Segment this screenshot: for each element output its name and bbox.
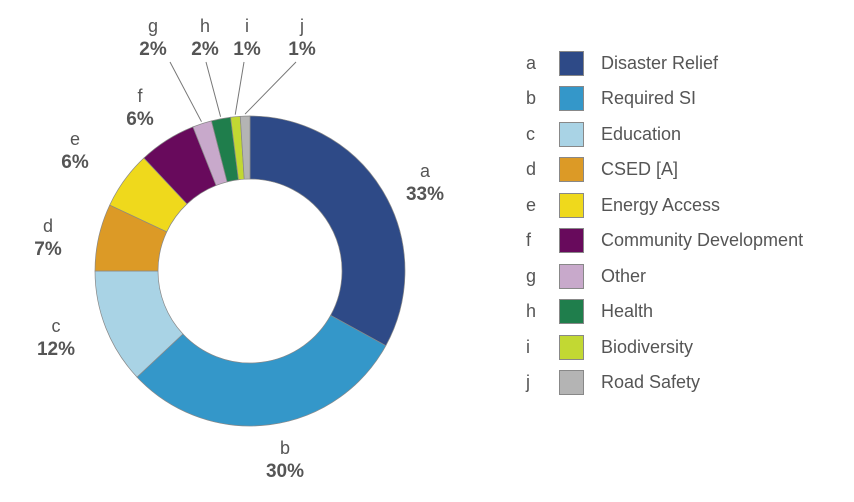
legend-key: i [526,336,530,357]
legend-label: Road Safety [601,372,701,392]
slice-label-f: f 6% [110,85,170,131]
legend-label: Biodiversity [601,336,694,357]
slice-key: i [245,16,249,36]
slice-key: h [199,16,210,36]
legend-swatch [559,157,584,182]
legend-key: b [526,88,537,108]
slice-a [249,115,406,347]
legend-item-d: d CSED [A] [520,157,678,183]
slice-percent: 12% [36,339,76,360]
legend-key: a [526,52,537,73]
slice-key: j [300,16,304,36]
slice-key: a [419,161,430,181]
slice-key: b [279,438,290,458]
legend-swatch [559,370,584,395]
legend-item-c: c Education [520,121,681,147]
slice-percent: 33% [405,184,445,205]
legend-key: d [526,159,537,179]
legend-swatch [559,334,584,360]
legend-label: Energy Access [601,194,721,215]
leader-line-h [205,61,222,117]
slice-label-c: c 12% [26,315,86,361]
slice-label-b: b 30% [255,437,315,483]
slice-b [136,314,387,427]
slice-label-e: e 6% [45,128,105,174]
slice-label-g: g 2% [123,15,183,61]
leader-line-i [234,61,245,115]
legend-label: Required SI [601,88,697,108]
legend-swatch [559,121,584,147]
legend-item-f: f Community Development [520,228,803,254]
legend-label: Health [601,301,654,321]
legend-key: g [526,265,537,286]
slice-key: g [147,16,158,36]
legend-swatch [559,192,584,218]
legend-key: c [526,123,535,144]
legend-swatch [559,228,584,253]
slice-label-i: i 1% [217,15,277,61]
legend-key: j [526,372,530,392]
legend-swatch [559,263,584,289]
slice-percent: 1% [288,39,316,60]
slice-key: c [51,316,61,336]
legend-label: Education [601,123,682,144]
legend-label: Other [601,265,647,286]
slice-percent: 2% [139,39,167,60]
slice-percent: 30% [265,461,305,482]
legend-key: f [526,230,532,250]
legend-item-i: i Biodiversity [520,334,693,360]
slice-percent: 2% [191,39,219,60]
legend-item-h: h Health [520,299,653,325]
legend-swatch [559,50,584,76]
legend-item-b: b Required SI [520,86,696,112]
legend-item-a: a Disaster Relief [520,50,718,76]
slice-label-a: a 33% [395,160,455,206]
legend-swatch [559,86,584,111]
slice-j [239,115,251,180]
legend-label: Community Development [601,230,804,250]
slice-label-j: j 1% [272,15,332,61]
slice-percent: 7% [34,239,62,260]
legend-label: Disaster Relief [601,52,719,73]
legend-item-j: j Road Safety [520,370,700,396]
legend-item-e: e Energy Access [520,192,720,218]
slice-percent: 6% [61,152,89,173]
legend-swatch [559,299,584,324]
leader-line-j [244,61,297,115]
slice-label-h: h 2% [175,15,235,61]
slice-key: d [42,216,53,236]
slice-key: f [137,86,143,106]
legend-label: CSED [A] [601,159,679,179]
slice-percent: 1% [233,39,261,60]
slice-key: e [69,129,80,149]
slice-label-d: d 7% [18,215,78,261]
legend-item-g: g Other [520,263,646,289]
legend-key: h [526,301,537,321]
slice-percent: 6% [126,109,154,130]
leader-line-g [169,61,202,122]
legend-key: e [526,194,537,215]
